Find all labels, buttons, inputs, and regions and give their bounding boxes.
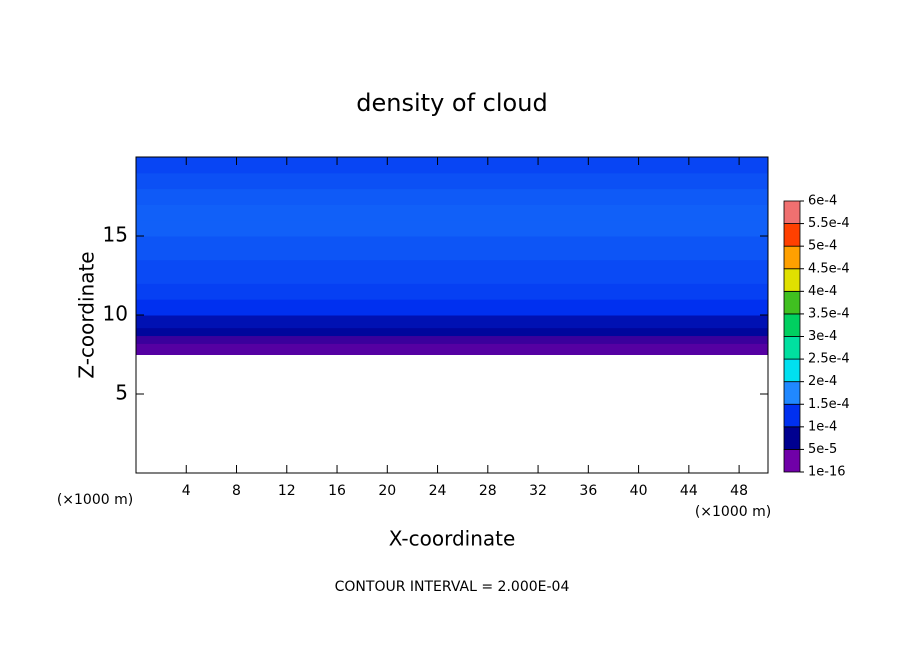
colorbar-label: 5e-4 [808,239,837,254]
y-axis-label: Z-coordinate [75,251,99,378]
x-tick-label: 48 [730,483,748,499]
y-unit-label: (×1000 m) [57,492,133,508]
contour-band [136,220,768,237]
x-tick-label: 40 [630,483,648,499]
contour-band [136,188,768,205]
colorbar-box [783,358,801,383]
colorbar-label: 3e-4 [808,329,837,344]
colorbar-box [783,381,801,405]
contour-band [136,335,768,344]
contour-band [136,236,768,261]
colorbar-box [783,449,801,473]
x-tick-label: 12 [278,483,296,499]
colorbar-box [783,336,801,360]
x-tick-label: 4 [182,483,191,499]
chart-title: density of cloud [356,89,547,117]
colorbar-label: 6e-4 [808,194,837,209]
colorbar-box [783,290,801,315]
colorbar-box [783,223,801,247]
y-tick-label: 10 [103,302,128,326]
colorbar-box [783,245,801,270]
x-tick-label: 32 [529,483,547,499]
x-tick-label: 44 [680,483,698,499]
contour-band [136,315,768,329]
x-tick-label: 28 [479,483,497,499]
contour-band [136,299,768,316]
x-tick-label: 20 [378,483,396,499]
contour-band [136,259,768,284]
colorbar-box [783,426,801,450]
colorbar-label: 1.5e-4 [808,397,850,412]
y-tick-label: 15 [103,223,128,247]
colorbar-label: 2.5e-4 [808,352,850,367]
colorbar-label: 2e-4 [808,374,837,389]
contour-band [136,327,768,337]
colorbar-label: 5.5e-4 [808,216,850,231]
x-tick-label: 24 [429,483,447,499]
x-tick-label: 16 [328,483,346,499]
x-axis-label: X-coordinate [389,527,516,551]
x-tick-label: 36 [579,483,597,499]
contour-band [136,157,768,174]
colorbar-label: 1e-16 [808,465,846,480]
colorbar-label: 1e-4 [808,419,837,434]
colorbar-box [783,200,801,224]
colorbar-label: 4.5e-4 [808,261,850,276]
annotation: CONTOUR INTERVAL = 2.000E-04 [335,579,570,595]
contour-band [136,172,768,190]
colorbar-label: 5e-5 [808,442,837,457]
y-tick-label: 5 [115,381,128,405]
colorbar-label: 3.5e-4 [808,306,850,321]
colorbar-box [783,268,801,292]
colorbar-box [783,403,801,428]
contour-band [136,283,768,300]
x-unit-label: (×1000 m) [695,504,771,520]
contour-band [136,343,768,355]
x-tick-label: 8 [232,483,241,499]
contour-band [136,204,768,221]
colorbar-box [783,313,801,337]
colorbar-label: 4e-4 [808,284,837,299]
